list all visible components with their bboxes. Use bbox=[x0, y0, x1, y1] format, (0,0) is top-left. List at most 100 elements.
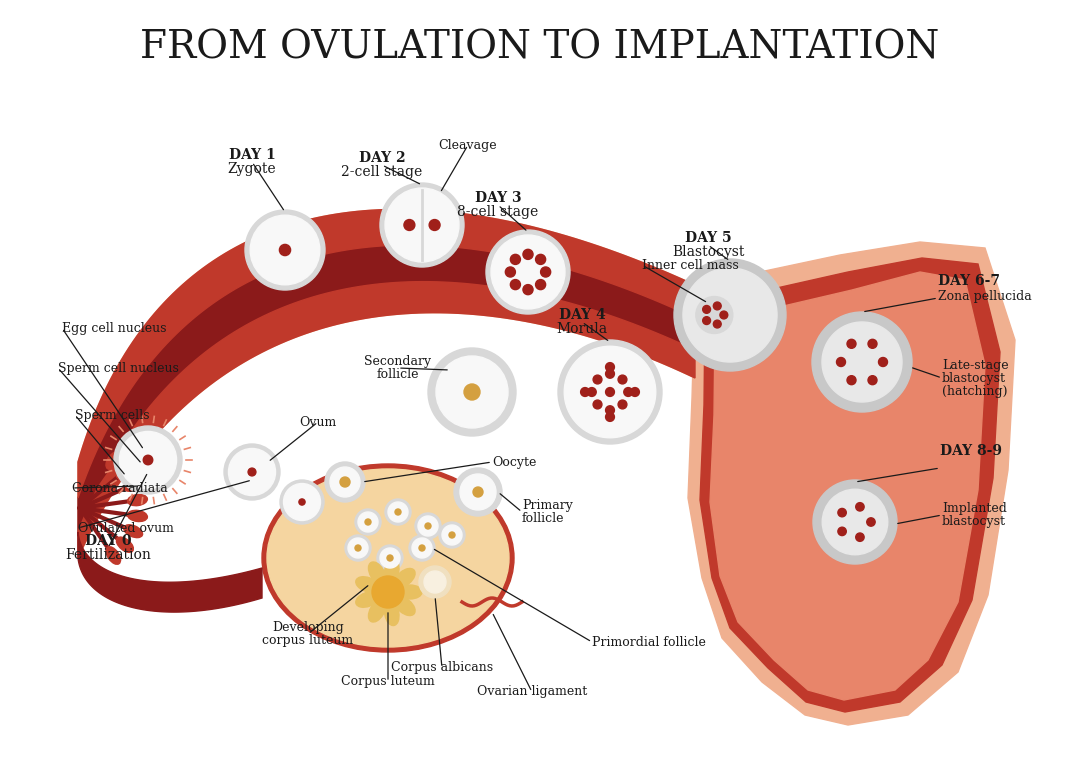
Circle shape bbox=[229, 448, 275, 496]
Circle shape bbox=[812, 312, 912, 412]
Circle shape bbox=[847, 376, 856, 385]
Polygon shape bbox=[78, 282, 696, 558]
Text: corpus luteum: corpus luteum bbox=[262, 634, 353, 647]
Text: blastocyst: blastocyst bbox=[942, 515, 1005, 528]
Circle shape bbox=[855, 533, 864, 541]
Text: Secondary: Secondary bbox=[364, 355, 432, 368]
Text: Egg cell nucleus: Egg cell nucleus bbox=[62, 322, 166, 334]
Circle shape bbox=[144, 455, 152, 465]
Text: Ovum: Ovum bbox=[299, 416, 337, 428]
Circle shape bbox=[355, 509, 381, 535]
Circle shape bbox=[372, 576, 404, 608]
Circle shape bbox=[624, 387, 633, 397]
Circle shape bbox=[384, 499, 411, 525]
Ellipse shape bbox=[106, 452, 121, 469]
Polygon shape bbox=[688, 242, 1015, 725]
Circle shape bbox=[409, 535, 435, 561]
Circle shape bbox=[541, 267, 551, 277]
Ellipse shape bbox=[368, 562, 386, 584]
Text: Ovarian ligament: Ovarian ligament bbox=[477, 685, 588, 698]
Text: Corpus luteum: Corpus luteum bbox=[341, 675, 435, 688]
Circle shape bbox=[438, 522, 465, 548]
Circle shape bbox=[251, 215, 320, 285]
Circle shape bbox=[345, 535, 372, 561]
Circle shape bbox=[340, 477, 350, 487]
Text: Cleavage: Cleavage bbox=[438, 139, 497, 152]
Circle shape bbox=[248, 468, 256, 476]
Circle shape bbox=[280, 480, 324, 524]
Text: blastocyst: blastocyst bbox=[942, 371, 1005, 384]
Ellipse shape bbox=[368, 600, 386, 622]
Circle shape bbox=[404, 219, 415, 230]
Ellipse shape bbox=[106, 547, 121, 564]
Circle shape bbox=[460, 474, 496, 510]
Circle shape bbox=[618, 400, 626, 409]
Circle shape bbox=[606, 413, 615, 421]
Text: Zygote: Zygote bbox=[228, 162, 276, 176]
Text: Corpus albicans: Corpus albicans bbox=[391, 661, 494, 675]
Ellipse shape bbox=[127, 511, 147, 521]
Text: Zona pellucida: Zona pellucida bbox=[939, 290, 1031, 303]
Circle shape bbox=[822, 322, 902, 402]
Text: Sperm cells: Sperm cells bbox=[75, 409, 149, 421]
Circle shape bbox=[536, 254, 545, 264]
Circle shape bbox=[593, 400, 602, 409]
Circle shape bbox=[395, 509, 401, 515]
Circle shape bbox=[813, 480, 897, 564]
Ellipse shape bbox=[394, 597, 415, 615]
Ellipse shape bbox=[124, 478, 143, 491]
Circle shape bbox=[387, 555, 393, 561]
Text: Morula: Morula bbox=[556, 322, 608, 336]
Circle shape bbox=[606, 370, 615, 378]
Text: follicle: follicle bbox=[522, 512, 565, 525]
Circle shape bbox=[245, 210, 325, 290]
Circle shape bbox=[674, 259, 786, 371]
Text: DAY 1: DAY 1 bbox=[229, 148, 275, 162]
Text: follicle: follicle bbox=[377, 368, 419, 381]
Ellipse shape bbox=[117, 464, 133, 479]
Text: Implanted: Implanted bbox=[942, 502, 1007, 515]
Ellipse shape bbox=[394, 568, 415, 588]
Polygon shape bbox=[78, 532, 262, 612]
Circle shape bbox=[419, 545, 426, 551]
Circle shape bbox=[868, 376, 877, 385]
Circle shape bbox=[442, 525, 462, 545]
Circle shape bbox=[593, 375, 602, 384]
Circle shape bbox=[415, 513, 441, 539]
Polygon shape bbox=[78, 209, 696, 558]
Text: DAY 2: DAY 2 bbox=[359, 151, 405, 165]
Circle shape bbox=[714, 320, 721, 328]
Circle shape bbox=[606, 387, 615, 397]
Circle shape bbox=[411, 538, 432, 558]
Circle shape bbox=[449, 532, 455, 538]
Polygon shape bbox=[78, 245, 696, 532]
Text: DAY 5: DAY 5 bbox=[685, 231, 731, 245]
Circle shape bbox=[486, 230, 570, 314]
Text: DAY 8-9: DAY 8-9 bbox=[940, 444, 1002, 458]
Circle shape bbox=[581, 387, 590, 397]
Circle shape bbox=[822, 489, 888, 554]
Circle shape bbox=[838, 508, 847, 517]
Circle shape bbox=[606, 406, 615, 414]
Text: Primordial follicle: Primordial follicle bbox=[592, 635, 706, 648]
Circle shape bbox=[365, 519, 372, 525]
Circle shape bbox=[284, 484, 321, 521]
Circle shape bbox=[511, 280, 521, 290]
Circle shape bbox=[511, 254, 521, 264]
Ellipse shape bbox=[399, 585, 422, 599]
Circle shape bbox=[454, 468, 502, 516]
Circle shape bbox=[683, 268, 777, 362]
Circle shape bbox=[837, 357, 846, 367]
Text: (hatching): (hatching) bbox=[942, 384, 1008, 397]
Circle shape bbox=[703, 316, 711, 324]
Circle shape bbox=[424, 571, 446, 593]
Ellipse shape bbox=[127, 494, 147, 506]
Circle shape bbox=[418, 516, 438, 536]
Circle shape bbox=[388, 502, 408, 522]
Circle shape bbox=[473, 487, 483, 497]
Circle shape bbox=[855, 503, 864, 511]
Text: Fertilization: Fertilization bbox=[65, 548, 151, 562]
Ellipse shape bbox=[117, 537, 133, 552]
Circle shape bbox=[714, 302, 721, 310]
Circle shape bbox=[720, 311, 728, 319]
